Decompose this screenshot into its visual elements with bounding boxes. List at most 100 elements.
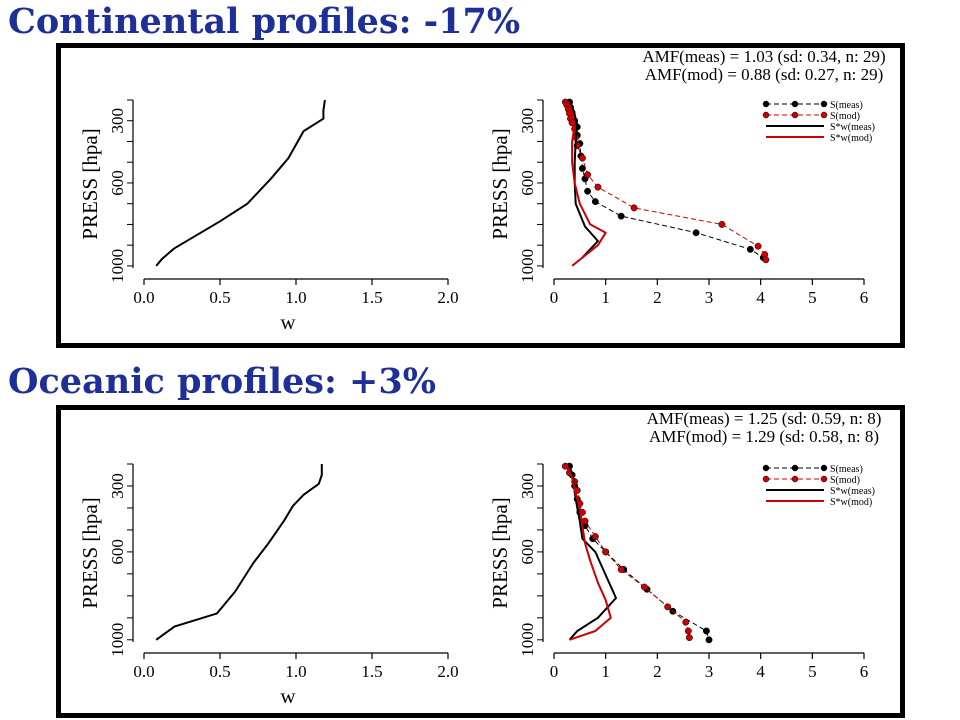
chart1-data-point <box>578 164 586 172</box>
chart3-data-point <box>702 627 710 635</box>
continental-charts: 0.0 0.5 1.0 1.5 2.0 300 600 1000 PRESS [hpa] w 0 1 2… <box>78 48 886 334</box>
chart3-legend-marker <box>762 464 770 472</box>
chart3-y-tick-label: 600 <box>518 539 537 565</box>
chart3-legend-marker <box>820 475 828 483</box>
chart3-x-tick-label: 6 <box>860 662 869 681</box>
chart1-data-point <box>594 183 602 191</box>
chart1-legend-marker <box>762 111 770 119</box>
chart1-data-point <box>617 212 625 220</box>
chart0-x-axis-label: w <box>280 310 296 334</box>
chart1-data-point <box>692 229 700 237</box>
chart1-legend-marker <box>820 100 828 108</box>
chart0-y-tick-label: 1000 <box>108 249 127 283</box>
chart1-data-point <box>746 245 754 253</box>
chart3-data-point <box>602 548 610 556</box>
chart1-data-point <box>591 198 599 206</box>
chart3-series-s-meas--line <box>569 466 710 640</box>
chart1-legend-label: S(meas) <box>830 100 863 111</box>
chart1-data-point <box>754 242 762 250</box>
chart0-y-tick-label: 600 <box>108 170 127 196</box>
chart1-y-tick-label: 300 <box>518 108 537 134</box>
chart0-x-tick-label: 1.5 <box>361 288 382 307</box>
chart0-y-tick-label: 300 <box>108 108 127 134</box>
chart1-data-point <box>762 256 770 264</box>
chart1-series-s-mod--line <box>564 101 767 260</box>
chart1-series-s-meas--line <box>569 102 764 259</box>
chart1-legend-label: S(mod) <box>830 111 860 122</box>
chart2-x-tick-label: 0.5 <box>209 662 230 681</box>
chart3-data-point <box>664 603 672 611</box>
chart3-data-point <box>617 566 625 573</box>
chart1-x-tick-label: 4 <box>756 288 765 307</box>
chart3-data-point <box>682 618 690 626</box>
chart1-y-tick-label: 600 <box>518 170 537 196</box>
chart3-y-tick-label: 1000 <box>518 623 537 657</box>
chart2-x-tick-label: 0.0 <box>133 662 154 681</box>
chart3-legend-marker <box>791 475 799 483</box>
chart3-series-s-mod--line <box>564 465 690 638</box>
chart1-series-s-w-meas--line <box>568 101 599 259</box>
chart3-legend-marker <box>791 464 799 472</box>
chart3-x-tick-label: 3 <box>705 662 714 681</box>
chart0-y-axis-label: PRESS [hpa] <box>78 128 102 239</box>
chart2-series-0-line <box>155 464 323 641</box>
chart1-data-point <box>584 187 592 195</box>
chart3-legend-label: S(mod) <box>830 475 860 486</box>
chart2-y-axis-label: PRESS [hpa] <box>78 497 102 608</box>
chart0-x-tick-label: 0.0 <box>133 288 154 307</box>
chart1-legend-label: S*w(meas) <box>830 122 875 133</box>
chart1-x-tick-label: 0 <box>550 288 559 307</box>
chart1-legend-marker <box>762 100 770 108</box>
chart1-data-point <box>578 154 586 162</box>
chart0-x-tick-label: 2.0 <box>437 288 458 307</box>
chart3-data-point <box>591 533 599 540</box>
chart3-legend-label: S*w(mod) <box>830 497 872 508</box>
chart3-x-tick-label: 0 <box>550 662 559 681</box>
chart1-y-axis-label: PRESS [hpa] <box>488 128 512 239</box>
chart3-amf-annotation: AMF(meas) = 1.25 (sd: 0.59, n: 8) <box>647 410 882 428</box>
chart1-legend-marker <box>791 100 799 108</box>
chart1-x-tick-label: 5 <box>808 288 817 307</box>
chart1-amf-annotation: AMF(mod) = 0.88 (sd: 0.27, n: 29) <box>645 65 884 84</box>
chart3-data-point <box>685 634 693 642</box>
chart1-x-tick-label: 6 <box>860 288 869 307</box>
continental-title: Continental profiles: -17% <box>8 1 521 42</box>
chart3-x-tick-label: 2 <box>653 662 662 681</box>
chart3-data-point <box>684 627 692 635</box>
chart2-x-tick-label: 1.5 <box>361 662 382 681</box>
chart1-data-point <box>718 220 726 228</box>
chart3-data-point <box>705 636 713 644</box>
chart3-data-point <box>640 583 648 591</box>
chart2-x-tick-label: 2.0 <box>437 662 458 681</box>
chart0-series-0-line <box>155 99 326 267</box>
chart1-x-tick-label: 2 <box>653 288 662 307</box>
chart3-x-tick-label: 4 <box>756 662 765 681</box>
chart2-y-tick-label: 300 <box>108 473 127 499</box>
chart1-legend-label: S*w(mod) <box>830 133 872 144</box>
chart1-x-tick-label: 1 <box>601 288 610 307</box>
chart3-legend-label: S*w(meas) <box>830 486 875 497</box>
chart2-y-tick-label: 1000 <box>108 623 127 657</box>
chart3-series-s-w-mod--line <box>565 465 612 641</box>
chart2-y-tick-label: 600 <box>108 539 127 565</box>
chart1-y-tick-label: 1000 <box>518 249 537 283</box>
chart1-data-point <box>584 171 592 179</box>
chart1-legend-marker <box>791 111 799 119</box>
chart2-x-tick-label: 1.0 <box>285 662 306 681</box>
chart1-x-tick-label: 3 <box>705 288 714 307</box>
oceanic-title: Oceanic profiles: +3% <box>8 361 436 402</box>
chart0-x-tick-label: 1.0 <box>285 288 306 307</box>
chart3-amf-annotation: AMF(mod) = 1.29 (sd: 0.58, n: 8) <box>649 427 879 446</box>
chart2-x-axis-label: w <box>280 684 296 708</box>
continental-panel: 0.0 0.5 1.0 1.5 2.0 300 600 1000 PRESS [hpa] w 0 1 2… <box>56 43 905 348</box>
chart1-legend-marker <box>820 111 828 119</box>
chart3-y-tick-label: 300 <box>518 473 537 499</box>
chart1-series-s-w-mod--line <box>567 101 607 267</box>
chart0-x-tick-label: 0.5 <box>209 288 230 307</box>
chart3-y-axis-label: PRESS [hpa] <box>488 497 512 608</box>
chart1-amf-annotation: AMF(meas) = 1.03 (sd: 0.34, n: 29) <box>642 48 885 66</box>
chart3-legend-marker <box>820 464 828 472</box>
chart3-x-tick-label: 1 <box>601 662 610 681</box>
oceanic-charts: 0.0 0.5 1.0 1.5 2.0 300 600 1000 PRESS [hpa] w 0 1 2… <box>78 410 882 708</box>
chart3-legend-marker <box>762 475 770 483</box>
